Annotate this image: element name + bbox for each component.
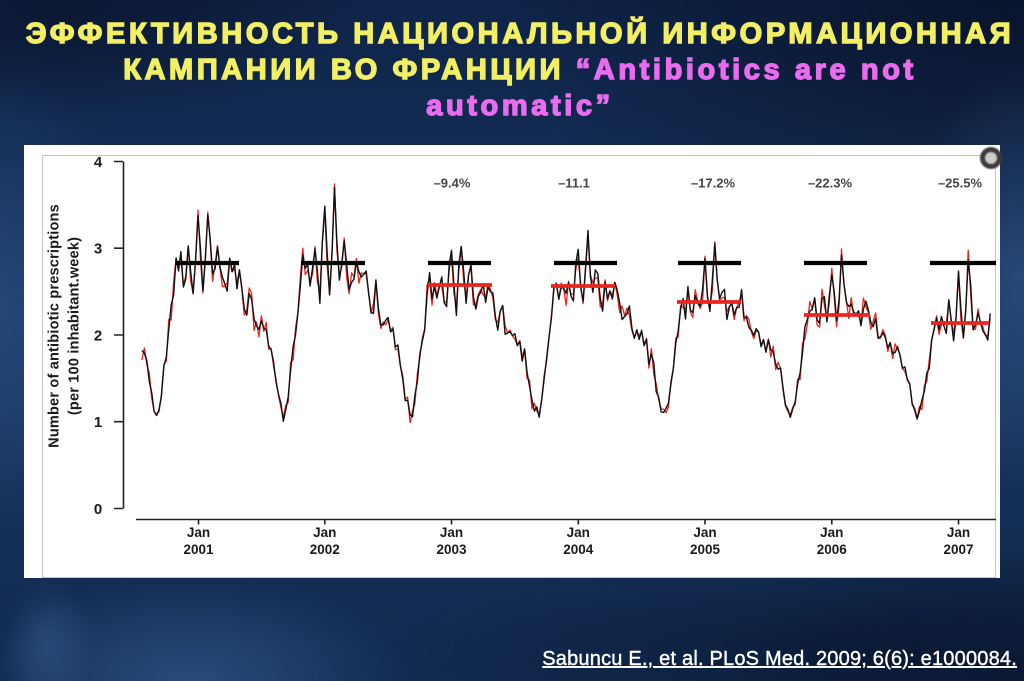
- svg-text:(per 100 inhabitant.week): (per 100 inhabitant.week): [67, 237, 83, 415]
- svg-text:Jan: Jan: [820, 525, 843, 540]
- svg-text:Jan: Jan: [567, 525, 590, 540]
- svg-text:2001: 2001: [183, 542, 214, 557]
- svg-text:4: 4: [94, 154, 103, 171]
- svg-text:2006: 2006: [817, 542, 848, 557]
- svg-text:Jan: Jan: [313, 525, 336, 540]
- svg-text:Jan: Jan: [947, 525, 970, 540]
- svg-text:Jan: Jan: [440, 525, 463, 540]
- svg-text:–17.2%: –17.2%: [691, 176, 736, 191]
- svg-text:2004: 2004: [563, 542, 594, 557]
- svg-text:2003: 2003: [436, 542, 467, 557]
- svg-text:3: 3: [94, 241, 102, 258]
- svg-text:–11.1: –11.1: [558, 176, 590, 191]
- svg-text:–25.5%: –25.5%: [938, 176, 983, 191]
- svg-text:Number of antibiotic prescript: Number of antibiotic prescriptions: [47, 204, 63, 448]
- svg-text:2005: 2005: [690, 542, 721, 557]
- svg-text:2002: 2002: [310, 542, 340, 557]
- svg-text:Jan: Jan: [187, 525, 210, 540]
- svg-text:2007: 2007: [943, 542, 973, 557]
- svg-text:–9.4%: –9.4%: [434, 176, 471, 191]
- svg-text:–22.3%: –22.3%: [808, 176, 853, 191]
- svg-text:2: 2: [94, 328, 102, 345]
- svg-text:1: 1: [94, 414, 102, 431]
- svg-text:Jan: Jan: [693, 525, 716, 540]
- svg-text:0: 0: [94, 501, 102, 518]
